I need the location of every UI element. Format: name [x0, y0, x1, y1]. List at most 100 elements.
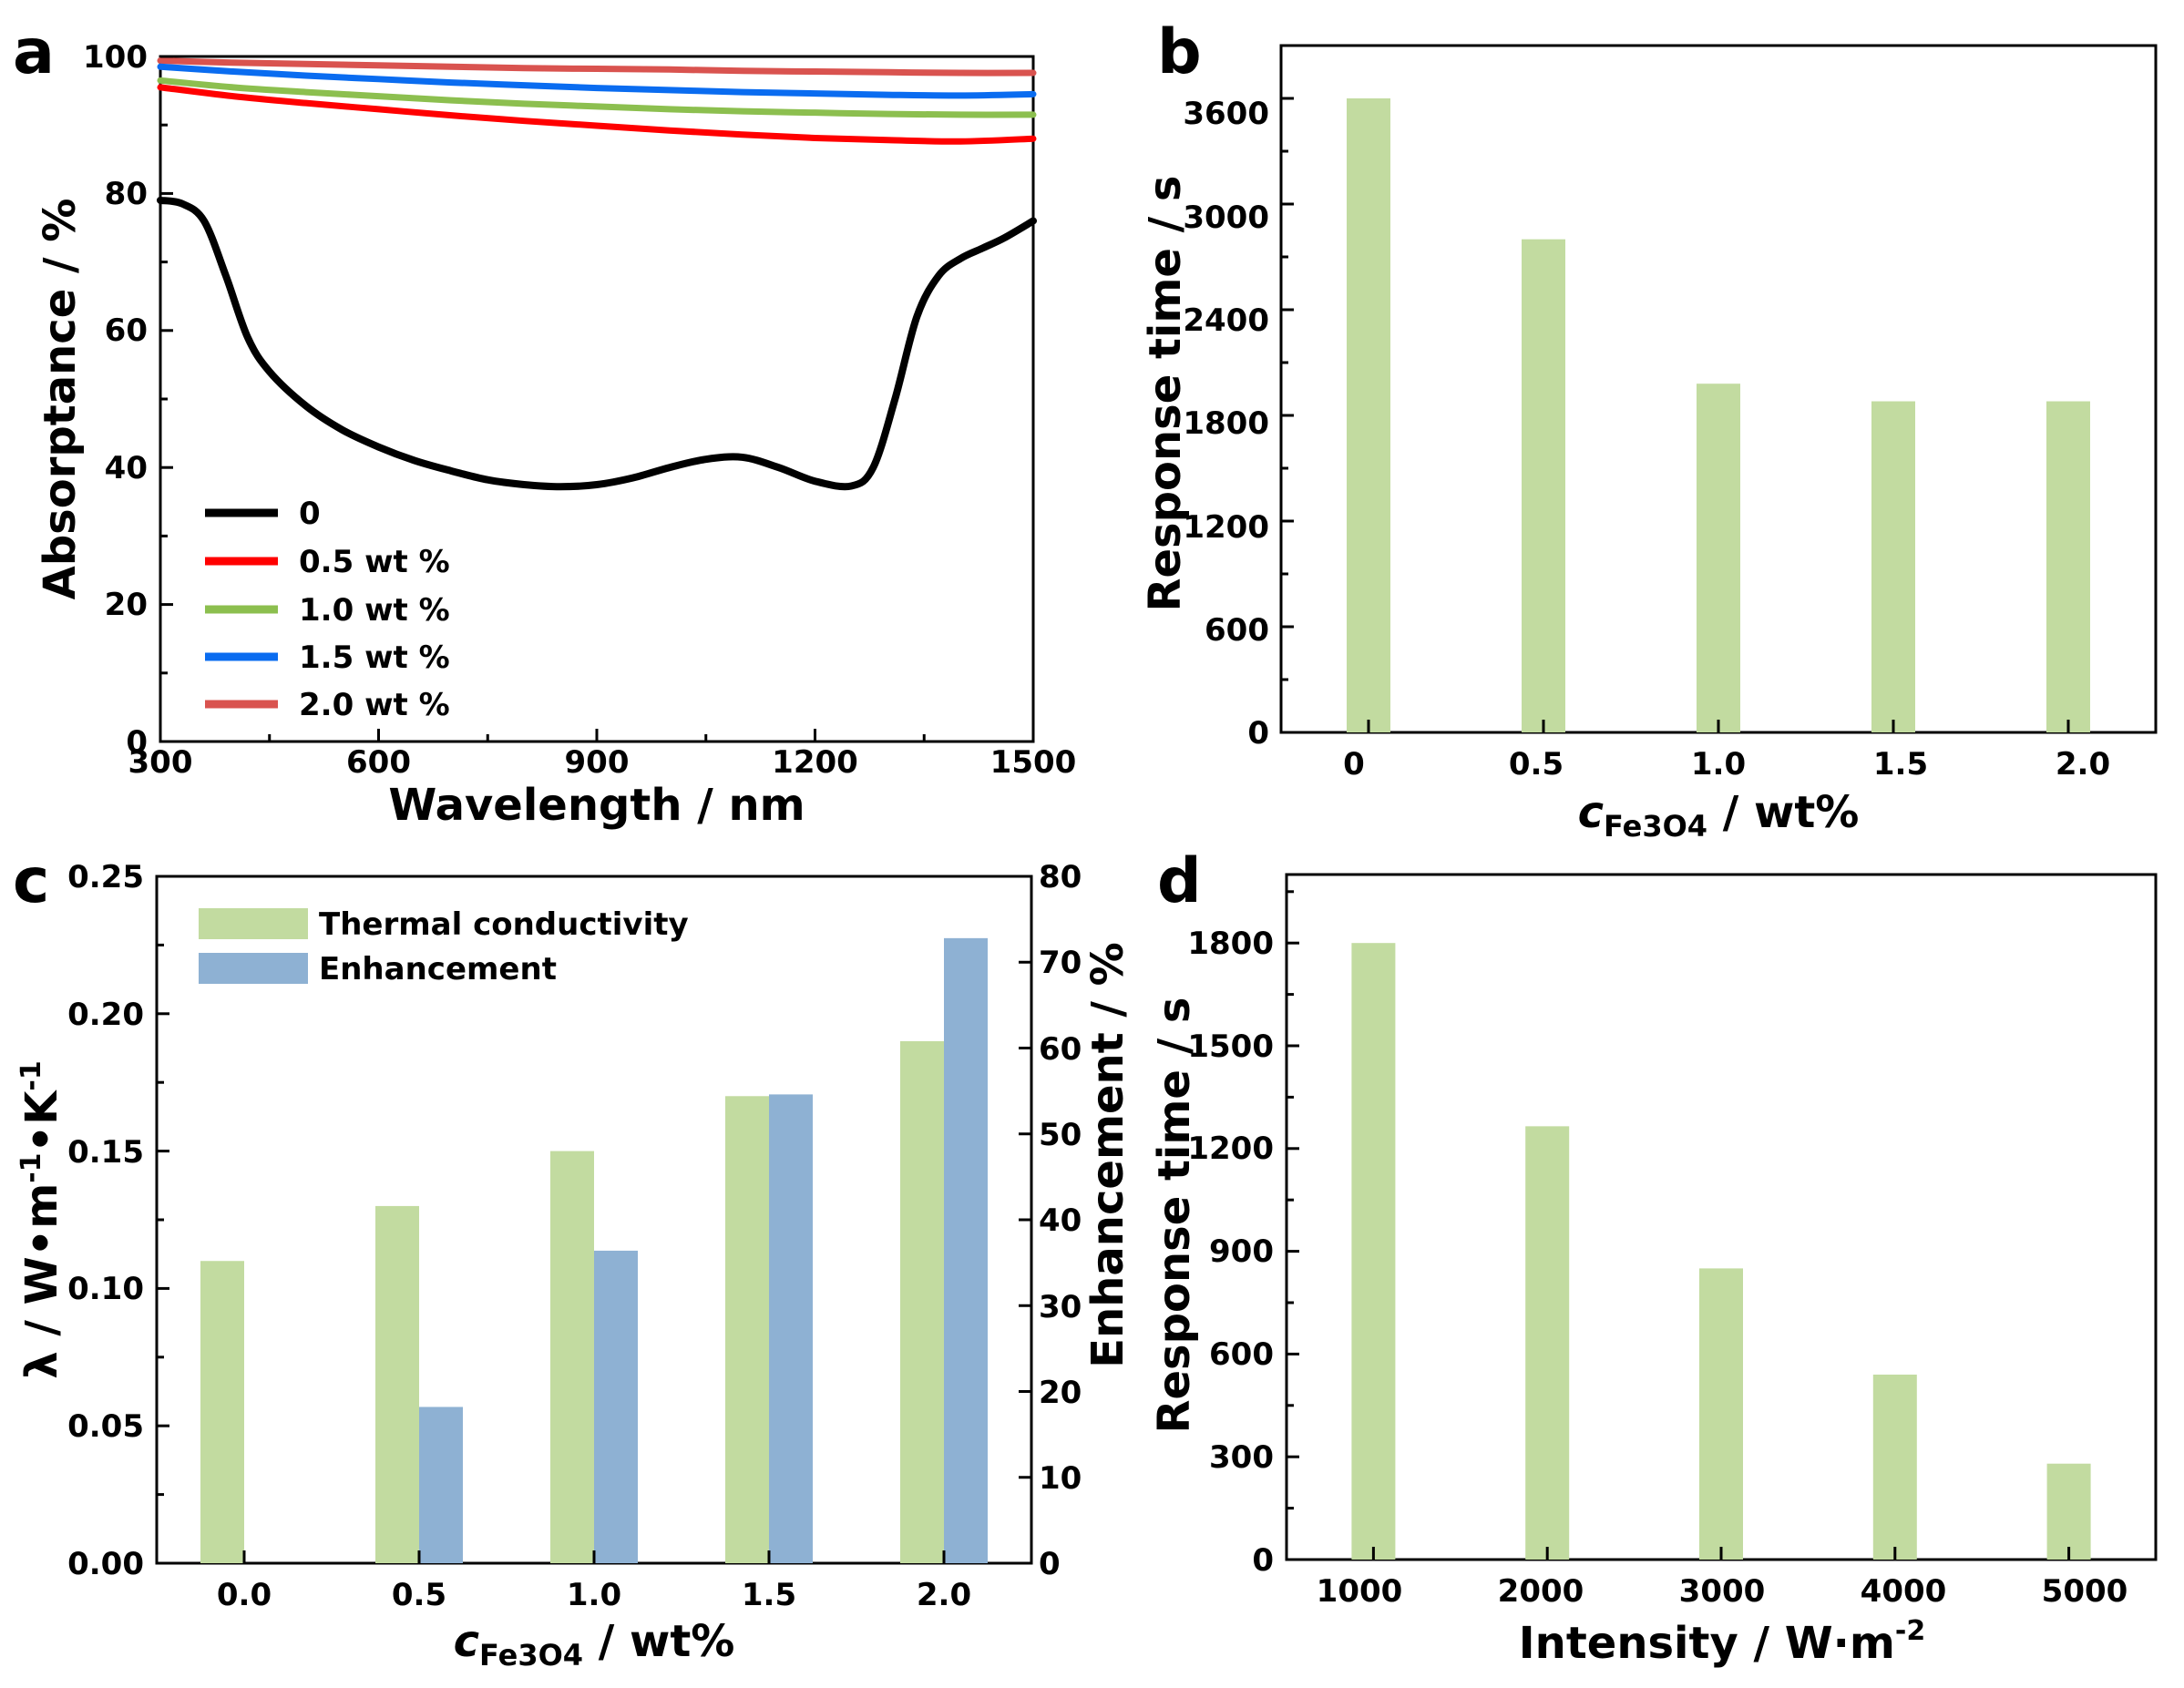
series-line-2 — [157, 77, 1037, 118]
series-line-1 — [157, 84, 1037, 145]
enhancement-bar-2.0 — [944, 937, 988, 1563]
panel-c-xtick-label: 2.0 — [917, 1577, 971, 1613]
panel-c-ytick-right-label: 80 — [1039, 859, 1082, 895]
bar-3000 — [1699, 1268, 1743, 1560]
bar-2.0 — [2046, 401, 2090, 732]
panel-d-xtick-label: 2000 — [1498, 1573, 1584, 1610]
panel-b-ytick-label: 2400 — [1183, 302, 1269, 339]
bar-1.0 — [1697, 384, 1740, 732]
panel-c-ylabel-right: Enhancement / % — [1082, 942, 1133, 1367]
panel-c-ytick-right-label: 30 — [1039, 1289, 1082, 1325]
bar-0.5 — [1522, 239, 1565, 733]
panel-b-ytick-label: 600 — [1205, 612, 1269, 649]
panel-c-ytick-left-label: 0.05 — [67, 1408, 144, 1445]
panel-b-xtick-label: 2.0 — [2056, 746, 2110, 783]
panel-c-xlabel-rest: / wt% — [583, 1616, 734, 1667]
panel-a-ticks — [159, 55, 1035, 743]
panel-b-ytick-label: 3000 — [1183, 199, 1269, 236]
panel-c-ytick-left-label: 0.20 — [67, 997, 144, 1033]
panel-d-xlabel: Intensity / W·m-2 — [1519, 1615, 1925, 1669]
panel-c-bars — [200, 937, 988, 1563]
panel-c-ticks — [157, 875, 1031, 1565]
panel-d-ytick-label: 0 — [1252, 1542, 1274, 1579]
panel-c-ylabel-left-mid: •K — [16, 1090, 67, 1153]
panel-d-xlabel-main: Intensity / W·m — [1519, 1618, 1895, 1669]
panel-d-ytick-label: 1800 — [1187, 926, 1274, 962]
panel-d-bars — [1351, 943, 2091, 1560]
legend-label-0: 0 — [299, 496, 321, 532]
panel-c-xtick-label: 0.0 — [217, 1577, 272, 1613]
panel-b-xtick-label: 1.0 — [1691, 746, 1746, 783]
panel-b-xlabel-main: c — [1578, 787, 1604, 838]
panel-c-xtick-label: 1.0 — [567, 1577, 621, 1613]
panel-c-ytick-left-label: 0.00 — [67, 1546, 144, 1582]
legend-swatch-thermal — [199, 908, 308, 939]
bar-2000 — [1525, 1126, 1570, 1560]
panel-a-xtick-label: 1200 — [772, 744, 858, 781]
panel-c: c 0.0 0.5 1.0 1.5 2.0 0.00 0.05 0.10 0.1… — [13, 845, 1133, 1673]
panel-b-ytick-label: 1200 — [1183, 509, 1269, 546]
panel-c-ytick-right-label: 0 — [1039, 1546, 1061, 1582]
panel-a-legend: 0 0.5 wt % 1.0 wt % 1.5 wt % 2.0 wt % — [205, 496, 450, 723]
bar-1000 — [1351, 943, 1396, 1560]
thermal-bar-1.5 — [725, 1096, 769, 1563]
panel-c-ytick-left-label: 0.15 — [67, 1134, 144, 1171]
legend-label-4: 2.0 wt % — [299, 687, 450, 723]
panel-d: d 1000 2000 3000 4000 5000 0 300 600 900… — [1149, 845, 2158, 1669]
panel-a-ytick-label: 40 — [105, 450, 148, 486]
panel-a-frame — [159, 55, 1035, 743]
panel-a-letter: a — [13, 16, 55, 88]
panel-c-xtick-label: 0.5 — [392, 1577, 446, 1613]
bar-1.5 — [1871, 401, 1915, 732]
panel-a-ytick-label: 20 — [105, 587, 148, 623]
thermal-bar-0.5 — [375, 1205, 419, 1563]
panel-c-ytick-right-label: 70 — [1039, 945, 1082, 981]
panel-a-xtick-label: 900 — [565, 744, 630, 781]
panel-d-xtick-label: 5000 — [2042, 1573, 2128, 1610]
panel-c-ytick-right-label: 20 — [1039, 1375, 1082, 1411]
legend-label-thermal: Thermal conductivity — [319, 906, 689, 943]
enhancement-bar-0.5 — [419, 1407, 463, 1563]
panel-d-xtick-label: 1000 — [1317, 1573, 1403, 1610]
panel-d-ytick-label: 1500 — [1187, 1028, 1274, 1065]
series-line-0 — [157, 196, 1037, 491]
panel-b-xtick-label: 0 — [1343, 746, 1365, 783]
panel-c-ytick-left-label: 0.10 — [67, 1271, 144, 1307]
panel-c-letter: c — [13, 845, 49, 917]
legend-label-enhancement: Enhancement — [319, 951, 557, 987]
enhancement-bar-1.0 — [594, 1250, 638, 1563]
series-line-3 — [157, 63, 1037, 99]
panel-b-xtick-label: 1.5 — [1873, 746, 1928, 783]
panel-d-ytick-label: 1200 — [1187, 1130, 1274, 1167]
panel-a-xlabel: Wavelength / nm — [388, 780, 805, 831]
panel-d-letter: d — [1157, 845, 1202, 917]
panel-c-xlabel-main: c — [454, 1616, 479, 1667]
panel-c-ylabel-left-sup1: -1 — [15, 1152, 47, 1182]
panel-d-ytick-label: 900 — [1209, 1233, 1274, 1270]
panel-b-xlabel-rest: / wt% — [1707, 787, 1859, 838]
legend-label-3: 1.5 wt % — [299, 639, 450, 676]
enhancement-bar-1.5 — [769, 1094, 813, 1563]
panel-c-legend: Thermal conductivity Enhancement — [199, 906, 689, 987]
panel-b: b 0 0.5 1.0 1.5 2.0 0 600 1200 1800 2400… — [1140, 16, 2158, 844]
panel-a-ylabel: Absorptance / % — [35, 199, 86, 600]
panel-b-xlabel: cFe3O4 / wt% — [1578, 787, 1860, 844]
bar-0 — [1347, 98, 1390, 732]
panel-c-ytick-right-label: 40 — [1039, 1202, 1082, 1239]
panel-b-ytick-label: 1800 — [1183, 405, 1269, 442]
thermal-bar-0.0 — [200, 1261, 244, 1563]
panel-b-ticks — [1281, 97, 2070, 734]
panel-c-ylabel-left-main: λ / W•m — [16, 1183, 67, 1379]
panel-b-letter: b — [1157, 16, 1202, 88]
panel-b-xtick-label: 0.5 — [1509, 746, 1564, 783]
panel-a-ytick-label: 80 — [105, 176, 148, 212]
bar-5000 — [2046, 1463, 2091, 1560]
panel-a-xtick-label: 300 — [128, 744, 193, 781]
panel-b-ylabel: Response time / s — [1140, 176, 1191, 612]
legend-label-2: 1.0 wt % — [299, 592, 450, 629]
panel-d-ylabel: Response time / s — [1149, 997, 1200, 1434]
panel-a-ytick-label: 0 — [126, 724, 148, 761]
panel-c-xlabel-sub: Fe3O4 — [479, 1638, 583, 1673]
panel-d-xtick-label: 4000 — [1861, 1573, 1947, 1610]
